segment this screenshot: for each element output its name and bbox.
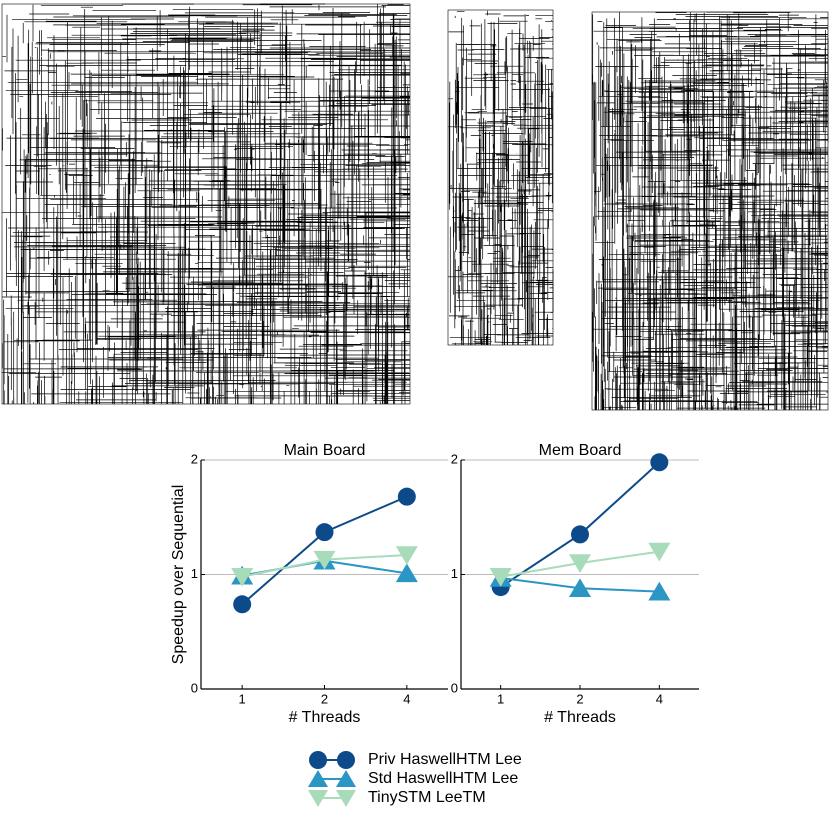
x-tick-label: 4 <box>403 691 410 706</box>
y-axis-label: Speedup over Sequential <box>170 485 187 665</box>
board-images <box>2 4 828 410</box>
y-tick-label: 0 <box>451 680 458 695</box>
legend-label: Priv HaswellHTM Lee <box>368 751 522 768</box>
legend-label: TinySTM LeeTM <box>368 789 486 806</box>
data-point <box>650 453 668 471</box>
chart-title: Mem Board <box>539 442 622 459</box>
board-traces <box>448 11 553 345</box>
y-tick-label: 2 <box>191 451 198 466</box>
series-line <box>242 497 407 605</box>
data-point <box>316 523 334 541</box>
y-tick-label: 2 <box>451 451 458 466</box>
figure: Main Board 0 1 2 1 2 4 # Threads Speedup over Se… <box>0 0 831 814</box>
legend-marker <box>337 751 355 769</box>
board-traces <box>592 12 828 410</box>
data-point <box>571 525 589 543</box>
x-tick-label: 2 <box>321 691 328 706</box>
x-tick-label: 1 <box>239 691 246 706</box>
data-point <box>398 488 416 506</box>
data-point <box>233 595 251 613</box>
x-tick-label: 4 <box>656 691 663 706</box>
board-traces <box>2 4 410 404</box>
x-tick-label: 2 <box>576 691 583 706</box>
y-tick-label: 1 <box>451 566 458 581</box>
y-tick-label: 1 <box>191 566 198 581</box>
legend-marker <box>309 751 327 769</box>
x-axis-label: # Threads <box>289 709 361 726</box>
chart-title: Main Board <box>284 442 366 459</box>
legend-label: Std HaswellHTM Lee <box>368 770 518 787</box>
x-axis-label: # Threads <box>544 709 616 726</box>
x-tick-label: 1 <box>497 691 504 706</box>
y-tick-label: 0 <box>191 680 198 695</box>
